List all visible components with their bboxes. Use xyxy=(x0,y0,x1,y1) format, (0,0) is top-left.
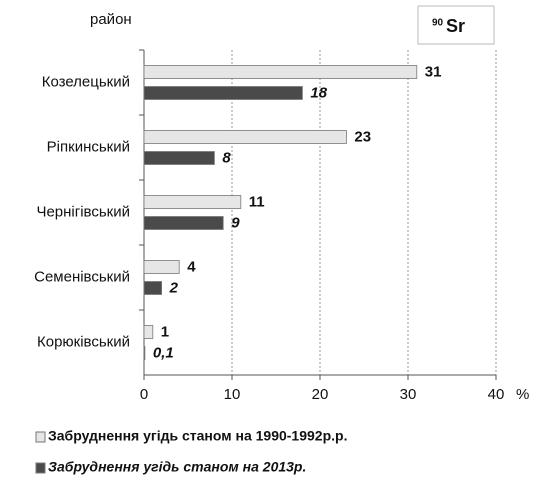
value-label: 31 xyxy=(425,63,442,80)
bar xyxy=(143,281,163,295)
y-tick-label: Козелецький xyxy=(42,73,130,90)
bar xyxy=(143,346,146,360)
y-tick-label: Корюківський xyxy=(37,333,130,350)
bar xyxy=(143,65,418,79)
y-axis-label: район xyxy=(90,11,132,28)
bar xyxy=(143,195,242,209)
bar xyxy=(143,325,154,339)
value-label: 1 xyxy=(161,323,169,340)
y-tick-label: Чернігівський xyxy=(36,203,130,220)
x-axis-label: % xyxy=(516,386,529,403)
x-tick-label: 20 xyxy=(312,386,329,403)
bar xyxy=(143,216,224,230)
x-tick-label: 10 xyxy=(224,386,241,403)
x-tick-label: 30 xyxy=(400,386,417,403)
value-label: 9 xyxy=(231,214,240,231)
bar xyxy=(143,86,303,100)
value-label: 18 xyxy=(310,84,327,101)
value-label: 23 xyxy=(354,128,371,145)
value-label: 4 xyxy=(187,258,196,275)
value-label: 8 xyxy=(222,149,231,166)
x-tick-label: 0 xyxy=(140,386,148,403)
annotation-mass: 90 xyxy=(432,18,444,29)
legend-label: Забруднення угідь станом на 1990-1992р.р… xyxy=(48,428,347,444)
legend-swatch xyxy=(35,462,46,474)
legend-swatch xyxy=(35,431,46,443)
x-tick-label: 40 xyxy=(488,386,505,403)
annotation-box xyxy=(417,5,495,45)
value-label: 2 xyxy=(169,279,179,296)
annotation-symbol: Sr xyxy=(446,16,465,36)
y-tick-label: Ріпкинський xyxy=(47,138,130,155)
bar xyxy=(143,130,347,144)
value-label: 0,1 xyxy=(153,344,174,361)
value-label: 11 xyxy=(249,193,265,210)
bar xyxy=(143,151,215,165)
y-tick-label: Семенівський xyxy=(34,268,130,285)
legend-label: Забруднення угідь станом на 2013р. xyxy=(48,459,306,475)
bar xyxy=(143,260,180,274)
